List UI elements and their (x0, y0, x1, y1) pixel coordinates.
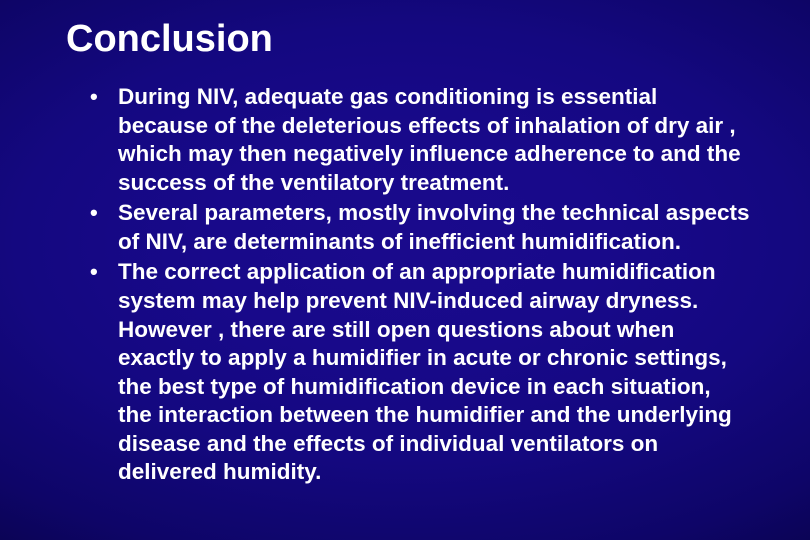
bullet-item: During NIV, adequate gas conditioning is… (90, 83, 750, 197)
bullet-list: During NIV, adequate gas conditioning is… (60, 83, 750, 487)
slide-title: Conclusion (66, 18, 750, 61)
bullet-item: Several parameters, mostly involving the… (90, 199, 750, 256)
bullet-item: The correct application of an appropriat… (90, 258, 750, 487)
slide-conclusion: Conclusion During NIV, adequate gas cond… (0, 0, 810, 540)
